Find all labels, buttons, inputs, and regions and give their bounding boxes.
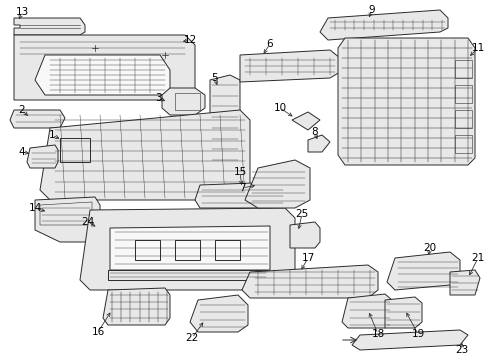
Polygon shape [80,208,294,290]
Polygon shape [35,55,170,95]
Text: 4: 4 [19,147,25,157]
Polygon shape [351,330,467,350]
Text: 16: 16 [91,327,104,337]
Text: 22: 22 [185,333,198,343]
Text: 8: 8 [311,127,318,137]
Polygon shape [108,270,267,280]
Text: 25: 25 [295,209,308,219]
Polygon shape [307,135,329,152]
Polygon shape [40,110,249,200]
Polygon shape [449,270,479,295]
Text: 20: 20 [423,243,436,253]
Polygon shape [242,265,377,298]
Text: 11: 11 [470,43,484,53]
Polygon shape [27,145,58,168]
Polygon shape [14,35,195,100]
Text: 6: 6 [266,39,273,49]
Text: 21: 21 [470,253,484,263]
Polygon shape [244,160,309,208]
Polygon shape [110,226,269,270]
Polygon shape [289,222,319,248]
Text: 14: 14 [28,203,41,213]
Polygon shape [384,297,421,328]
Text: 18: 18 [370,329,384,339]
Polygon shape [319,10,447,40]
Text: 10: 10 [273,103,286,113]
Text: 7: 7 [238,183,245,193]
Text: 3: 3 [154,93,161,103]
Polygon shape [386,252,459,290]
Polygon shape [240,50,339,82]
Polygon shape [291,112,319,130]
Text: 5: 5 [211,73,218,83]
Polygon shape [103,288,170,325]
Polygon shape [341,294,391,328]
Text: 9: 9 [368,5,375,15]
Polygon shape [14,18,85,35]
Polygon shape [162,88,204,115]
Polygon shape [195,182,285,208]
Text: 17: 17 [301,253,314,263]
Text: 15: 15 [233,167,246,177]
Text: 12: 12 [183,35,196,45]
Polygon shape [209,75,240,172]
Text: 24: 24 [81,217,95,227]
Polygon shape [35,197,100,242]
Text: 1: 1 [49,130,55,140]
Text: 2: 2 [19,105,25,115]
Polygon shape [337,38,474,165]
Text: 13: 13 [15,7,29,17]
Polygon shape [10,110,65,128]
Text: 23: 23 [454,345,468,355]
Polygon shape [190,295,247,332]
Text: 19: 19 [410,329,424,339]
